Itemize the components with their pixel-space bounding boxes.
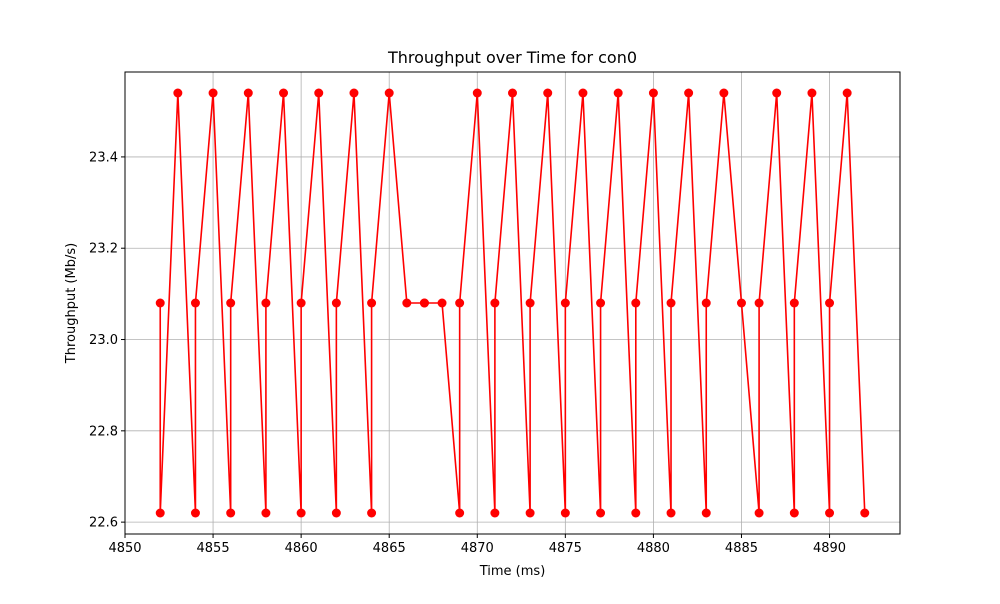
data-point — [842, 88, 852, 98]
data-point — [226, 508, 236, 518]
data-point — [208, 88, 218, 98]
data-point — [384, 88, 394, 98]
y-tick-label: 23.2 — [89, 242, 118, 257]
data-point — [825, 508, 835, 518]
data-point — [648, 88, 658, 98]
chart-title: Throughput over Time for con0 — [387, 48, 637, 67]
data-point — [525, 298, 535, 308]
y-tick-label: 22.8 — [89, 424, 118, 439]
data-point — [490, 508, 500, 518]
data-point — [613, 88, 623, 98]
data-point — [789, 298, 799, 308]
data-point — [701, 508, 711, 518]
data-point — [455, 508, 465, 518]
data-point — [789, 508, 799, 518]
data-point — [226, 298, 236, 308]
data-point — [190, 298, 200, 308]
x-tick-label: 4880 — [637, 541, 670, 556]
x-tick-label: 4850 — [108, 541, 141, 556]
data-point — [331, 298, 341, 308]
data-point — [155, 508, 165, 518]
data-point — [772, 88, 782, 98]
data-point — [173, 88, 183, 98]
data-point — [349, 88, 359, 98]
data-point — [261, 508, 271, 518]
data-point — [631, 508, 641, 518]
data-point — [666, 508, 676, 518]
data-point — [860, 508, 870, 518]
y-tick-label: 23.0 — [89, 333, 118, 348]
x-tick-label: 4860 — [285, 541, 318, 556]
x-tick-label: 4890 — [813, 541, 846, 556]
data-point — [402, 298, 412, 308]
data-point — [736, 298, 746, 308]
data-point — [596, 508, 606, 518]
y-axis-ticks: 22.6 22.8 23.0 23.2 23.4 — [89, 150, 125, 531]
x-tick-label: 4875 — [549, 541, 582, 556]
data-point — [754, 508, 764, 518]
data-point — [825, 298, 835, 308]
data-point — [596, 298, 606, 308]
plot-frame — [124, 71, 901, 535]
data-point — [437, 298, 447, 308]
data-point — [455, 298, 465, 308]
data-point — [419, 298, 429, 308]
data-point — [367, 508, 377, 518]
data-point — [631, 298, 641, 308]
data-point — [560, 508, 570, 518]
x-axis-label: Time (ms) — [479, 564, 546, 579]
data-point — [279, 88, 289, 98]
data-point — [367, 298, 377, 308]
y-tick-label: 23.4 — [89, 150, 118, 165]
x-tick-label: 4855 — [197, 541, 230, 556]
x-tick-label: 4865 — [373, 541, 406, 556]
data-point — [560, 298, 570, 308]
data-point — [296, 508, 306, 518]
data-point — [543, 88, 553, 98]
data-point — [525, 508, 535, 518]
data-point — [490, 298, 500, 308]
data-point — [508, 88, 517, 98]
data-point — [314, 88, 324, 98]
data-point — [719, 88, 729, 98]
data-point — [296, 298, 306, 308]
y-axis-label: Throughput (Mb/s) — [64, 243, 79, 364]
x-tick-label: 4870 — [461, 541, 494, 556]
data-point — [578, 88, 588, 98]
data-point — [684, 88, 694, 98]
data-point — [754, 298, 764, 308]
data-point — [243, 88, 253, 98]
x-axis-ticks: 4850 4855 4860 4865 4870 4875 4880 4885 4890 — [108, 534, 846, 556]
x-tick-label: 4885 — [725, 541, 758, 556]
data-point — [331, 508, 341, 518]
data-point — [472, 88, 482, 98]
data-point — [807, 88, 817, 98]
data-point — [155, 298, 165, 308]
data-point — [701, 298, 711, 308]
y-tick-label: 22.6 — [89, 516, 118, 531]
data-point — [261, 298, 271, 308]
data-point — [190, 508, 200, 518]
series-layer — [155, 88, 870, 518]
data-point — [666, 298, 676, 308]
